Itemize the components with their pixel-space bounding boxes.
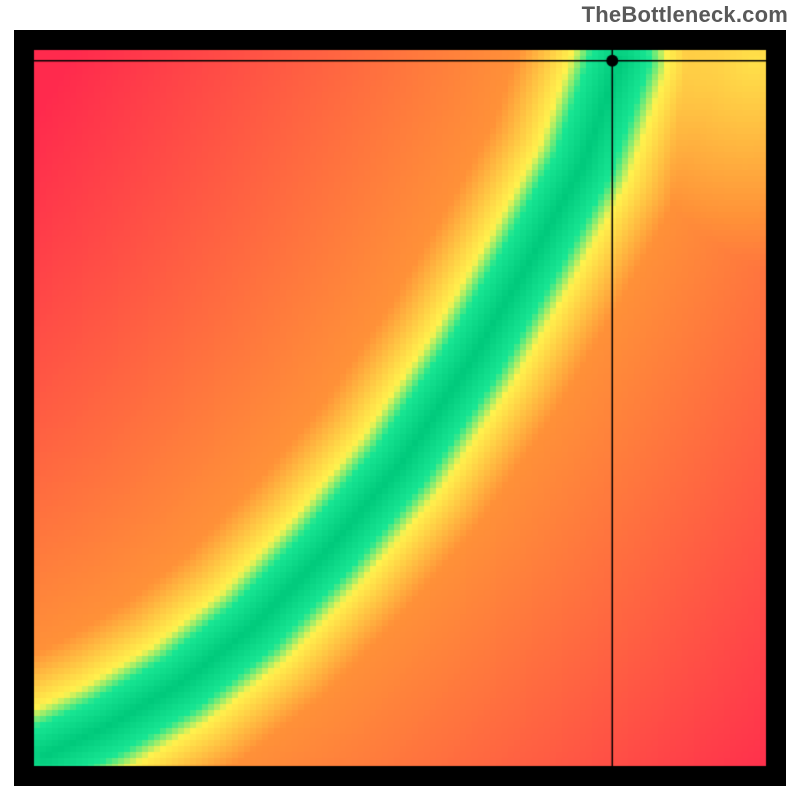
bottleneck-heatmap — [14, 30, 786, 786]
watermark-text: TheBottleneck.com — [582, 2, 788, 28]
page-root: TheBottleneck.com — [0, 0, 800, 800]
